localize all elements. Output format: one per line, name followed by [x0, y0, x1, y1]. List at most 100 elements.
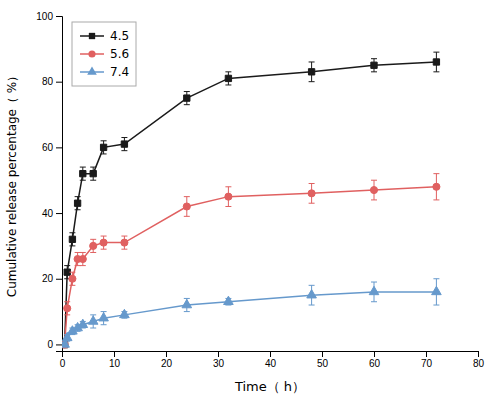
point: [307, 290, 317, 298]
error-bar: [121, 138, 127, 151]
plot: 0 10 20 30 40 50 60 70 80 0 20 40 60 80 100 4.5 5.6 7.4: [36, 11, 484, 369]
y-axis-title: Cumulative release percentage（ %）: [5, 70, 19, 297]
legend: 4.5 5.6 7.4: [72, 22, 136, 86]
point: [90, 170, 96, 176]
point: [369, 286, 379, 294]
x-tick-mark: [426, 351, 427, 357]
error-bar: [225, 72, 231, 85]
point: [308, 190, 315, 197]
chart: 0 10 20 30 40 50 60 70 80 0 20 40 60 80 100 4.5 5.6 7.4 Ti…: [0, 0, 500, 401]
x-tick-mark: [166, 351, 167, 357]
series: [62, 279, 441, 347]
series-line: [65, 187, 437, 345]
point: [69, 236, 75, 242]
y-tick: 80: [42, 76, 62, 87]
error-bar: [90, 239, 96, 252]
x-tick-label: 70: [421, 358, 433, 369]
error-bar: [184, 197, 190, 217]
y-axis: 0 20 40 60 80 100: [36, 11, 62, 352]
x-tick-mark: [478, 351, 479, 357]
point: [432, 286, 442, 294]
x-tick-mark: [322, 351, 323, 357]
y-tick: 0: [47, 339, 62, 350]
legend-item: 4.5: [80, 29, 129, 43]
y-tick: 20: [42, 273, 62, 284]
y-tick: 60: [42, 142, 62, 153]
point: [182, 299, 192, 307]
point: [433, 183, 440, 190]
y-axis-line: [56, 17, 63, 352]
error-bar: [433, 174, 439, 200]
point: [433, 59, 439, 65]
point: [69, 275, 76, 282]
error-bar: [101, 236, 107, 249]
x-tick-mark: [114, 351, 115, 357]
error-bar: [75, 197, 81, 210]
x-axis: 0 10 20 30 40 50 60 70 80: [60, 351, 485, 369]
y-tick-label: 100: [36, 11, 53, 22]
legend-marker: [89, 33, 95, 39]
legend-item: 7.4: [80, 65, 129, 79]
y-tick-label: 80: [42, 76, 54, 87]
point: [184, 95, 190, 101]
y-tick-label: 40: [42, 208, 54, 219]
point: [183, 203, 190, 210]
x-tick-mark: [218, 351, 219, 357]
x-tick: 50: [317, 351, 329, 369]
x-tick: 0: [60, 351, 66, 369]
x-tick-label: 30: [213, 358, 225, 369]
x-tick-mark: [270, 351, 271, 357]
point: [371, 62, 377, 68]
y-tick-mark: [56, 82, 62, 83]
error-bar: [80, 167, 86, 180]
x-tick-label: 80: [473, 358, 485, 369]
x-tick-label: 0: [60, 358, 66, 369]
error-bar: [371, 180, 377, 200]
error-bar: [225, 187, 231, 207]
point: [100, 239, 107, 246]
x-tick: 60: [369, 351, 381, 369]
series-line: [65, 292, 437, 345]
y-tick: 40: [42, 208, 62, 219]
y-tick-label: 20: [42, 273, 54, 284]
error-bar: [184, 92, 190, 105]
x-tick-label: 60: [369, 358, 381, 369]
y-tick-mark: [56, 147, 62, 148]
series: [62, 52, 440, 348]
point: [74, 200, 80, 206]
error-bar: [309, 184, 315, 204]
point: [99, 313, 109, 321]
point: [308, 69, 314, 75]
x-tick: 70: [421, 351, 433, 369]
point: [78, 319, 88, 327]
x-tick: 20: [161, 351, 173, 369]
point: [121, 141, 127, 147]
point: [80, 170, 86, 176]
error-bar: [80, 252, 86, 265]
y-tick-label: 60: [42, 142, 54, 153]
point: [88, 316, 98, 324]
x-tick: 10: [109, 351, 121, 369]
x-tick-label: 50: [317, 358, 329, 369]
error-bar: [121, 236, 127, 249]
legend-box: [72, 22, 136, 86]
point: [225, 75, 231, 81]
point: [64, 305, 71, 312]
point: [120, 309, 130, 317]
y-tick-mark: [56, 213, 62, 214]
x-tick-label: 40: [265, 358, 277, 369]
legend-label: 5.6: [110, 47, 129, 61]
y-tick-mark: [56, 16, 62, 17]
series-line: [65, 62, 437, 344]
y-tick-mark: [56, 344, 62, 345]
point: [79, 255, 86, 262]
y-tick: 100: [36, 11, 62, 22]
x-axis-title: Time（ h）: [234, 379, 305, 394]
point: [100, 144, 106, 150]
point: [225, 193, 232, 200]
point: [121, 239, 128, 246]
x-tick-label: 10: [109, 358, 121, 369]
legend-label: 7.4: [110, 65, 129, 79]
x-tick-mark: [374, 351, 375, 357]
x-tick-label: 20: [161, 358, 173, 369]
